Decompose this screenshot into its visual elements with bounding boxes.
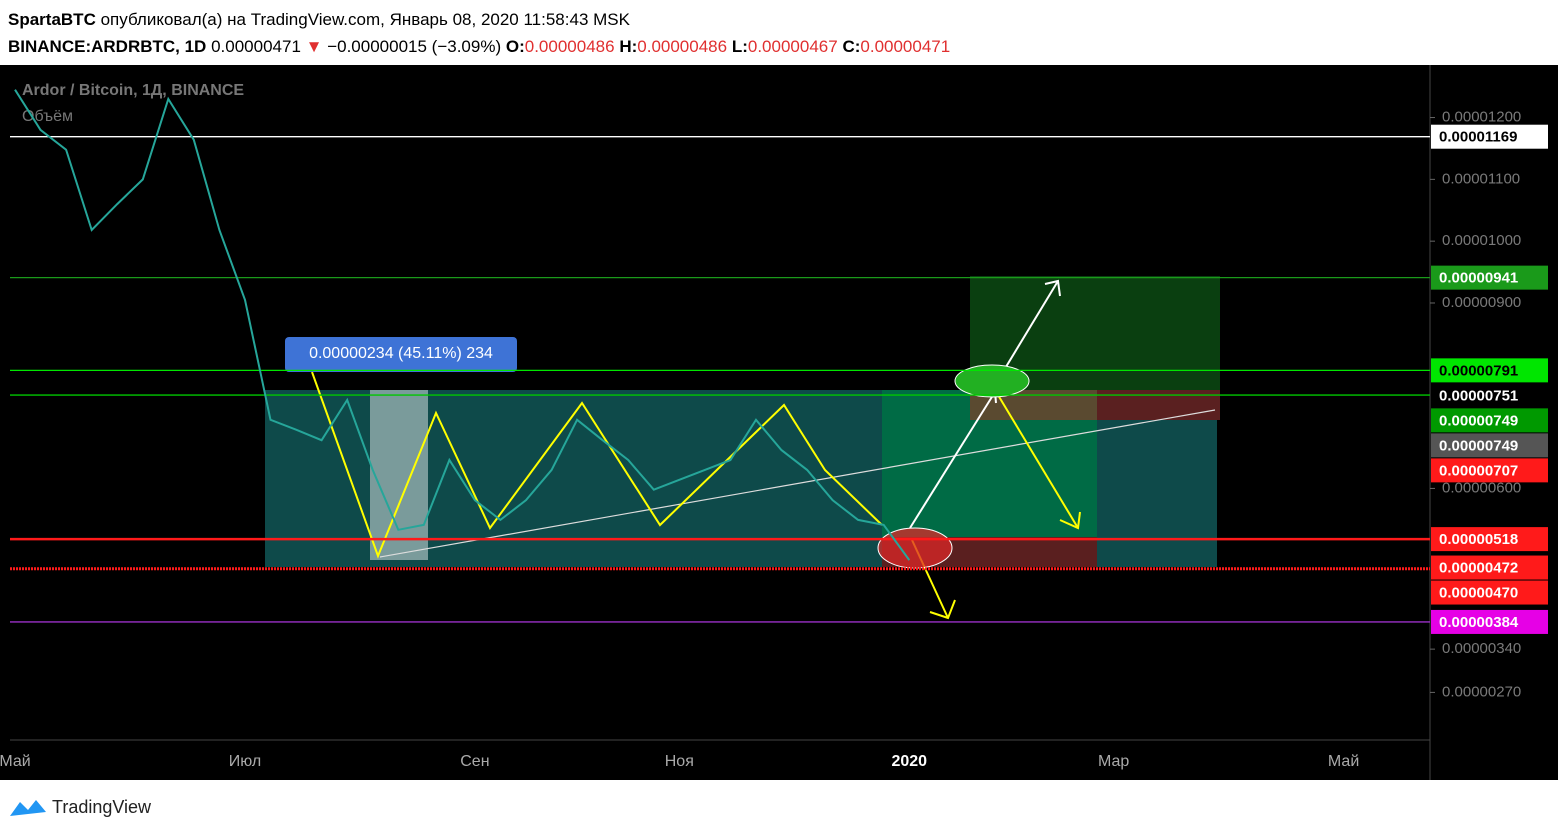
price-badge-label: 0.00000472 <box>1439 560 1518 577</box>
price-badge-label: 0.00000941 <box>1439 270 1518 287</box>
header-line2: BINANCE:ARDRBTC, 1D 0.00000471 ▼ −0.0000… <box>8 33 950 60</box>
y-tick-label: 0.00000340 <box>1442 640 1521 657</box>
x-tick-label: Сен <box>460 753 489 770</box>
ohlc-key: H: <box>619 37 638 56</box>
y-tick-label: 0.00001000 <box>1442 232 1521 249</box>
ohlc-value: 0.00000486 <box>524 37 615 56</box>
arrow: ▼ <box>305 37 323 56</box>
price-badge-label: 0.00000791 <box>1439 362 1518 379</box>
chart-subtitle: Объём <box>22 108 73 125</box>
x-tick-label: Май <box>1328 753 1359 770</box>
published: опубликовал(а) на TradingView.com, Январ… <box>100 10 630 29</box>
brand-logo: TradingView <box>10 797 152 817</box>
price-badge-label: 0.00000751 <box>1439 387 1518 404</box>
price-badge <box>1431 433 1548 458</box>
zigzag <box>311 371 883 559</box>
price-badge-label: 0.00000470 <box>1439 585 1518 602</box>
price-badge <box>1431 265 1548 290</box>
price-badge <box>1431 458 1548 483</box>
price-line <box>14 89 911 561</box>
price-badge <box>1431 358 1548 383</box>
price-badge-label: 0.00000384 <box>1439 614 1519 631</box>
price-badge <box>1431 408 1548 433</box>
arrows-yellow <box>911 389 1081 620</box>
x-tick-label: 2020 <box>891 753 927 770</box>
measure-label: 0.00000234 (45.11%) 234 <box>309 345 493 362</box>
symbol: BINANCE:ARDRBTC, 1D <box>8 37 207 56</box>
ellipse-green <box>954 364 1030 398</box>
ohlc-key: O: <box>505 37 525 56</box>
x-tick-label: Июл <box>229 753 261 770</box>
x-tick-label: Мар <box>1098 753 1129 770</box>
x-tick-label: Ноя <box>665 753 694 770</box>
price-badge <box>1431 124 1548 149</box>
ohlc-key: L: <box>731 37 748 56</box>
price-badge <box>1431 383 1548 408</box>
author: SpartaBTC <box>8 10 96 29</box>
y-tick-label: 0.00000270 <box>1442 683 1521 700</box>
header: SpartaBTC опубликовал(а) на TradingView.… <box>8 6 950 60</box>
price-badge-label: 0.00000707 <box>1439 462 1518 479</box>
highlight-box <box>370 390 428 560</box>
price-badge-label: 0.00000518 <box>1439 531 1518 548</box>
price-badge-label: 0.00001169 <box>1439 129 1517 146</box>
price-badge <box>1431 527 1548 552</box>
y-tick-label: 0.00000600 <box>1442 479 1521 496</box>
ohlc-key: C: <box>842 37 861 56</box>
y-tick-label: 0.00000900 <box>1442 294 1521 311</box>
chart-title: Ardor / Bitcoin, 1Д, BINANCE <box>22 82 244 99</box>
price-badge <box>1431 609 1548 634</box>
header-line1: SpartaBTC опубликовал(а) на TradingView.… <box>8 6 950 33</box>
price-badge-label: 0.00000749 <box>1439 437 1518 454</box>
price-badge <box>1431 580 1548 605</box>
price-badge-label: 0.00000749 <box>1439 412 1518 429</box>
price-badge <box>1431 555 1548 580</box>
ohlc-value: 0.00000486 <box>637 37 728 56</box>
y-tick-label: 0.00001200 <box>1442 109 1521 126</box>
trend-line <box>379 409 1216 558</box>
ohlc: O:0.00000486 H:0.00000486 L:0.00000467 C… <box>506 37 950 56</box>
measure-box <box>285 337 517 372</box>
ohlc-value: 0.00000467 <box>747 37 838 56</box>
ohlc-value: 0.00000471 <box>860 37 951 56</box>
change: −0.00000015 (−3.09%) <box>327 37 502 56</box>
y-tick-label: 0.00001100 <box>1442 170 1520 187</box>
last: 0.00000471 <box>211 37 301 56</box>
brand: TradingView <box>52 797 152 817</box>
x-tick-label: Май <box>0 753 31 770</box>
